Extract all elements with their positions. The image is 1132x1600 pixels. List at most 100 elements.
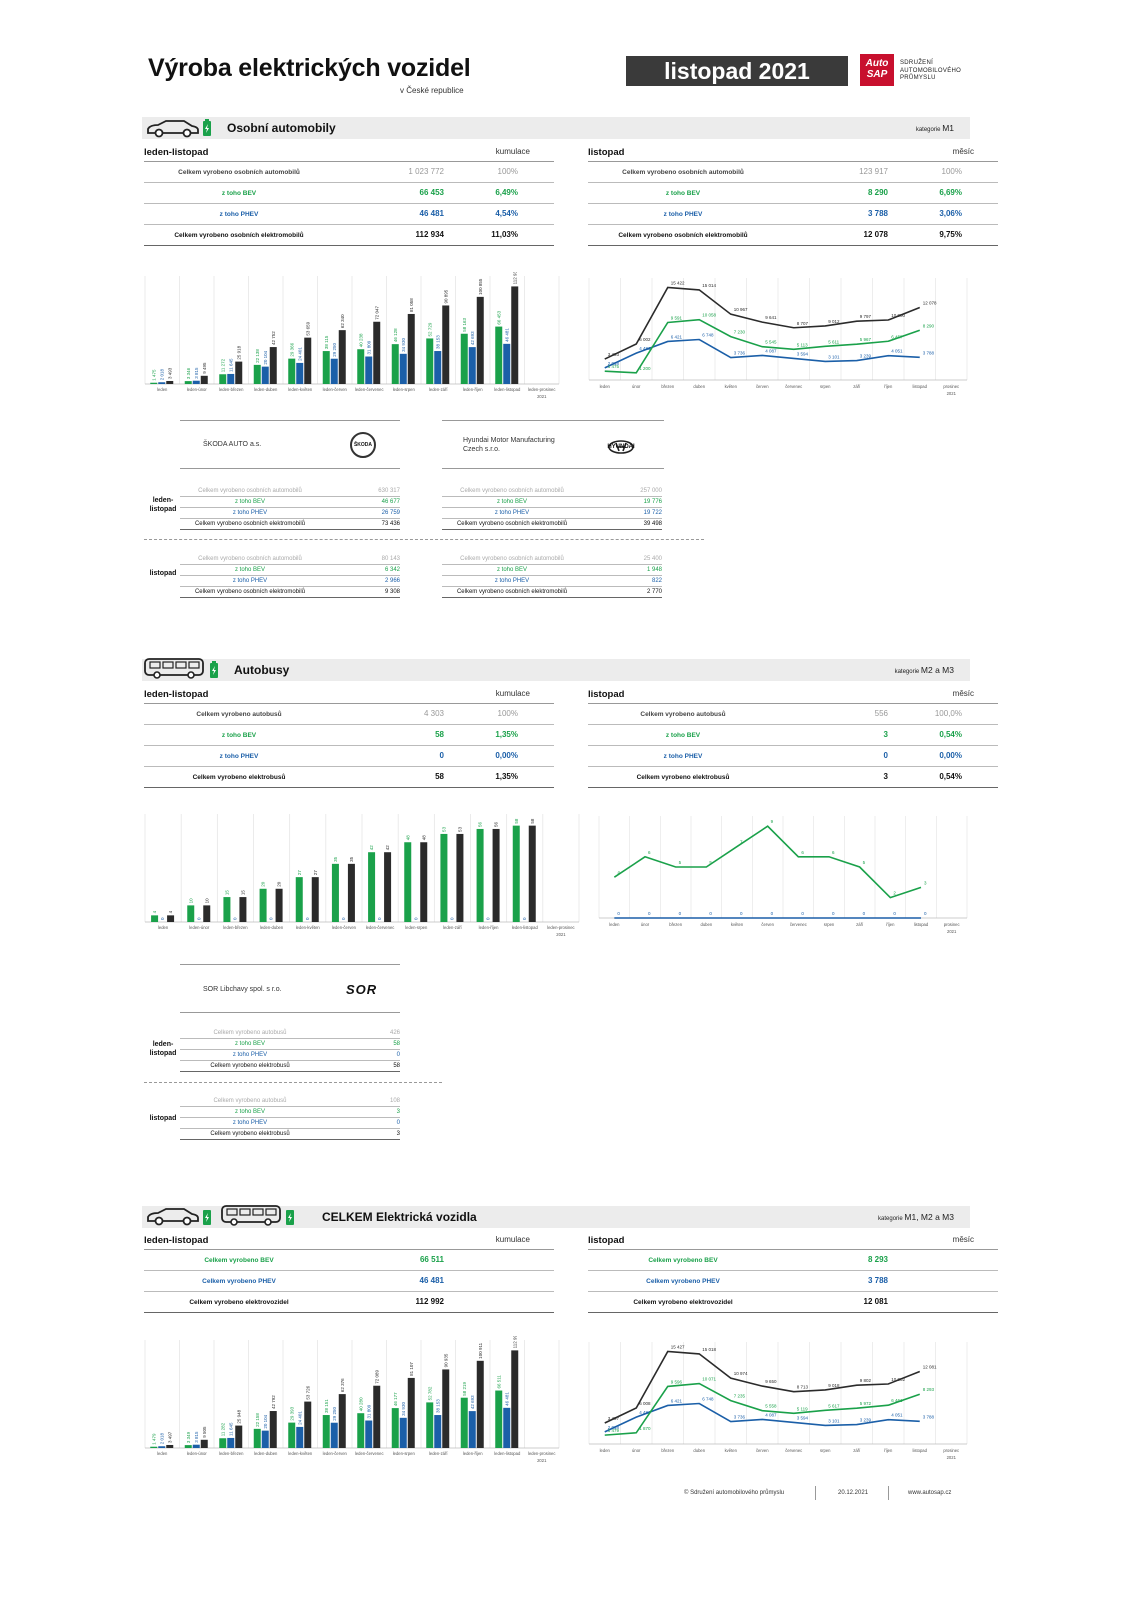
bar-celkem-6 — [373, 321, 381, 384]
point-data-label: 3 594 — [797, 1415, 809, 1420]
row-value: 3 788 — [867, 209, 888, 218]
point-data-label: 12 081 — [923, 1365, 937, 1370]
point-data-label: 3 493 — [608, 352, 620, 357]
bar-data-label: 0 — [305, 917, 310, 920]
bar-data-label: 25 948 — [236, 1409, 241, 1423]
point-data-label: 5 558 — [765, 1404, 777, 1409]
bus-battery-icon — [144, 658, 218, 679]
company-row: Celkem vyrobeno elektrobusů 58 — [180, 1061, 400, 1072]
row-value: 8 290 — [867, 188, 888, 197]
bar-data-label: 29 250 — [332, 342, 337, 356]
bar-data-label: 52 729 — [427, 322, 432, 336]
bar-data-label: 0 — [232, 917, 237, 920]
company-row: z toho BEV 3 — [180, 1107, 400, 1118]
x-tick-label: leden-květen — [288, 1451, 313, 1456]
bar-data-label: 46 128 — [393, 328, 398, 342]
bar-celkem-2 — [235, 361, 243, 384]
company-row: Celkem vyrobeno osobních elektromobilů 2 … — [442, 587, 662, 598]
table-header: leden-listopad kumulace — [144, 144, 554, 162]
x-tick-label: leden-říjen — [479, 925, 499, 930]
bar-data-label: 66 453 — [496, 310, 501, 324]
point-data-label: 3 — [924, 880, 927, 885]
bar-data-label: 46 177 — [393, 1392, 398, 1406]
bus-month-table: listopad měsíc Celkem vyrobeno autobusů 556… — [588, 686, 998, 788]
bar-data-label: 0 — [269, 917, 274, 920]
point-data-label: 3 736 — [734, 1415, 746, 1420]
row-value: 112 934 — [415, 230, 444, 239]
bar-celkem-6 — [384, 852, 392, 922]
row-pct: 9,75% — [939, 230, 962, 239]
x-tick-label: leden-červenec — [355, 387, 384, 392]
row-pct: 100% — [497, 167, 518, 176]
x-tick-label: březen — [669, 922, 682, 927]
point-data-label: 1 479 — [608, 1428, 620, 1433]
company-row: z toho PHEV 19 722 — [442, 508, 662, 519]
point-data-label: 6 748 — [702, 333, 714, 338]
point-data-label: 2 — [893, 891, 896, 896]
x-tick-label: leden-srpen — [405, 925, 428, 930]
table-row: z toho PHEV 0 0,00% — [588, 746, 998, 767]
company-row: z toho BEV 58 — [180, 1039, 400, 1050]
company-row-value: 822 — [651, 578, 662, 584]
line-celkem — [604, 286, 921, 360]
x-tick-label: říjen — [884, 384, 893, 389]
x-tick-label: leden-říjen — [463, 387, 483, 392]
bar-data-label: 112 934 — [512, 272, 517, 284]
point-data-label: 12 078 — [923, 301, 937, 306]
point-data-label: 2 018 — [608, 361, 620, 366]
point-data-label: 6 461 — [891, 1398, 903, 1403]
point-data-label: 6 457 — [891, 334, 903, 339]
table-header: leden-listopad kumulace — [144, 1232, 554, 1250]
row-label: Celkem vyrobeno PHEV — [646, 1278, 720, 1285]
line-phev — [604, 338, 920, 369]
table-head-right: měsíc — [952, 1235, 974, 1244]
point-data-label: 5 — [863, 860, 866, 865]
x-tick-label: leden — [600, 1448, 611, 1453]
page-subtitle: v České republice — [400, 86, 464, 95]
company-row-value: 6 342 — [384, 567, 400, 573]
company-row-value: 58 — [393, 1041, 400, 1047]
bar-celkem-7 — [407, 1377, 415, 1448]
x-tick-label: prosinec — [943, 384, 959, 389]
bar-bev-0 — [150, 382, 158, 384]
bar-data-label: 27 — [313, 870, 318, 876]
bar-bev-8 — [426, 1402, 434, 1448]
row-value: 3 — [883, 772, 888, 781]
row-label: Celkem vyrobeno autobusů — [640, 711, 726, 718]
bar-data-label: 20 — [261, 881, 266, 887]
bar-celkem-0 — [166, 380, 174, 384]
row-label: Celkem vyrobeno BEV — [648, 1257, 718, 1264]
point-data-label: 3 594 — [797, 351, 809, 356]
x-tick-label: leden-duben — [254, 387, 278, 392]
bar-data-label: 0 — [377, 917, 382, 920]
company-row-value: 73 436 — [381, 521, 400, 527]
bar-data-label: 48 — [405, 835, 410, 841]
bar-data-label: 4 — [152, 910, 157, 913]
point-data-label: 5 967 — [860, 337, 872, 342]
company-row-label: z toho BEV — [234, 499, 266, 505]
point-data-label: 15 014 — [702, 283, 716, 288]
car-battery-icon — [147, 119, 211, 138]
point-data-label: 5 — [679, 860, 682, 865]
x-tick-label: listopad — [914, 922, 929, 927]
x-tick-label: květen — [731, 922, 744, 927]
company-row: z toho PHEV 0 — [180, 1118, 400, 1129]
bar-celkem-0 — [167, 915, 175, 922]
row-label: z toho BEV — [665, 732, 701, 739]
x-tick-label: březen — [661, 1448, 674, 1453]
hyundai-emblem-icon — [608, 440, 634, 454]
total-month-chart: 3 497 6 008 15 427 15 018 10 974 9 650 8 713 9 … — [588, 1342, 968, 1460]
footer-copyright: © Sdružení automobilového průmyslu — [684, 1490, 785, 1496]
bar-data-label: 58 — [530, 818, 535, 824]
row-label: Celkem vyrobeno osobních automobilů — [178, 169, 300, 176]
company-row: Celkem vyrobeno elektrobusů 3 — [180, 1129, 400, 1140]
point-data-label: 6 — [832, 850, 835, 855]
row-value: 123 917 — [859, 167, 888, 176]
point-data-label: 6 421 — [671, 1398, 683, 1403]
bar-data-label: 46 481 — [504, 1392, 509, 1406]
bar-data-label: 10 — [188, 898, 193, 904]
bar-bev-0 — [150, 1446, 158, 1448]
company-row: Celkem vyrobeno autobusů 426 — [180, 1028, 400, 1039]
section-title: CELKEM Elektrická vozidla — [322, 1210, 477, 1224]
cars-month-chart: 3 493 6 002 15 422 15 014 10 967 9 641 8 707 9 … — [588, 278, 968, 396]
